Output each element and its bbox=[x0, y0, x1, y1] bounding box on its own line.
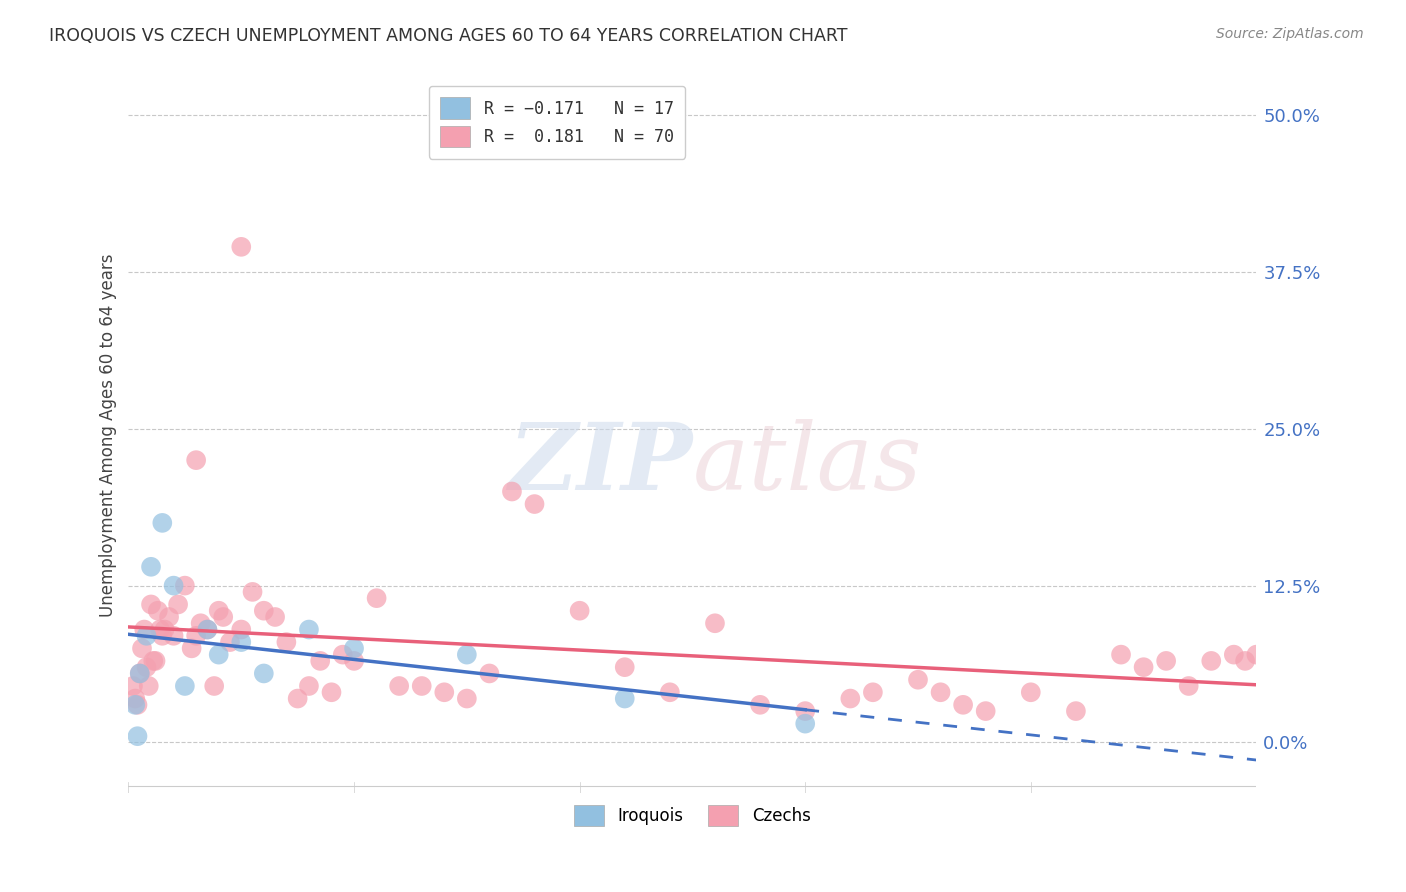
Point bbox=[929, 685, 952, 699]
Point bbox=[974, 704, 997, 718]
Point bbox=[153, 623, 176, 637]
Point bbox=[202, 679, 225, 693]
Point bbox=[613, 660, 636, 674]
Point bbox=[124, 691, 146, 706]
Point bbox=[456, 691, 478, 706]
Point bbox=[139, 559, 162, 574]
Point bbox=[523, 497, 546, 511]
Point bbox=[332, 648, 354, 662]
Point bbox=[366, 591, 388, 606]
Point bbox=[128, 666, 150, 681]
Point bbox=[173, 579, 195, 593]
Point bbox=[343, 641, 366, 656]
Point bbox=[658, 685, 681, 699]
Point bbox=[1199, 654, 1222, 668]
Point bbox=[276, 635, 298, 649]
Point bbox=[862, 685, 884, 699]
Point bbox=[186, 629, 208, 643]
Point bbox=[231, 635, 253, 649]
Point bbox=[264, 610, 287, 624]
Point bbox=[135, 660, 157, 674]
Point bbox=[197, 623, 219, 637]
Point bbox=[704, 616, 727, 631]
Point bbox=[411, 679, 433, 693]
Text: ZIP: ZIP bbox=[508, 418, 692, 508]
Point bbox=[162, 629, 184, 643]
Point bbox=[145, 654, 167, 668]
Point bbox=[253, 666, 276, 681]
Point bbox=[231, 240, 253, 254]
Point bbox=[1109, 648, 1132, 662]
Point bbox=[287, 691, 309, 706]
Point bbox=[208, 604, 231, 618]
Point bbox=[173, 679, 195, 693]
Point bbox=[1019, 685, 1042, 699]
Point bbox=[231, 623, 253, 637]
Point bbox=[568, 604, 591, 618]
Point bbox=[149, 623, 172, 637]
Point bbox=[131, 641, 153, 656]
Point bbox=[1223, 648, 1246, 662]
Point bbox=[1154, 654, 1177, 668]
Point bbox=[167, 598, 190, 612]
Point bbox=[253, 604, 276, 618]
Point bbox=[794, 704, 817, 718]
Point bbox=[388, 679, 411, 693]
Text: Source: ZipAtlas.com: Source: ZipAtlas.com bbox=[1216, 27, 1364, 41]
Point bbox=[162, 579, 184, 593]
Point bbox=[907, 673, 929, 687]
Point bbox=[219, 635, 242, 649]
Point bbox=[135, 629, 157, 643]
Point bbox=[212, 610, 235, 624]
Legend: Iroquois, Czechs: Iroquois, Czechs bbox=[565, 797, 820, 834]
Point bbox=[128, 666, 150, 681]
Text: IROQUOIS VS CZECH UNEMPLOYMENT AMONG AGES 60 TO 64 YEARS CORRELATION CHART: IROQUOIS VS CZECH UNEMPLOYMENT AMONG AGE… bbox=[49, 27, 848, 45]
Point bbox=[197, 623, 219, 637]
Point bbox=[343, 654, 366, 668]
Point bbox=[124, 698, 146, 712]
Point bbox=[309, 654, 332, 668]
Point bbox=[433, 685, 456, 699]
Point bbox=[127, 698, 149, 712]
Point bbox=[208, 648, 231, 662]
Point bbox=[1234, 654, 1257, 668]
Point bbox=[298, 623, 321, 637]
Point bbox=[839, 691, 862, 706]
Point bbox=[150, 629, 173, 643]
Point bbox=[150, 516, 173, 530]
Point bbox=[1177, 679, 1199, 693]
Point bbox=[190, 616, 212, 631]
Point bbox=[298, 679, 321, 693]
Point bbox=[501, 484, 523, 499]
Point bbox=[613, 691, 636, 706]
Text: atlas: atlas bbox=[692, 418, 922, 508]
Point bbox=[127, 729, 149, 743]
Point bbox=[1246, 648, 1268, 662]
Point bbox=[142, 654, 165, 668]
Point bbox=[1064, 704, 1087, 718]
Point bbox=[1132, 660, 1154, 674]
Point bbox=[134, 623, 156, 637]
Point bbox=[122, 679, 145, 693]
Point bbox=[186, 453, 208, 467]
Point bbox=[794, 716, 817, 731]
Point bbox=[139, 598, 162, 612]
Point bbox=[157, 610, 180, 624]
Point bbox=[242, 585, 264, 599]
Point bbox=[478, 666, 501, 681]
Point bbox=[321, 685, 343, 699]
Point bbox=[456, 648, 478, 662]
Point bbox=[749, 698, 772, 712]
Point bbox=[180, 641, 202, 656]
Point bbox=[138, 679, 160, 693]
Y-axis label: Unemployment Among Ages 60 to 64 years: Unemployment Among Ages 60 to 64 years bbox=[100, 253, 117, 616]
Point bbox=[146, 604, 169, 618]
Point bbox=[952, 698, 974, 712]
